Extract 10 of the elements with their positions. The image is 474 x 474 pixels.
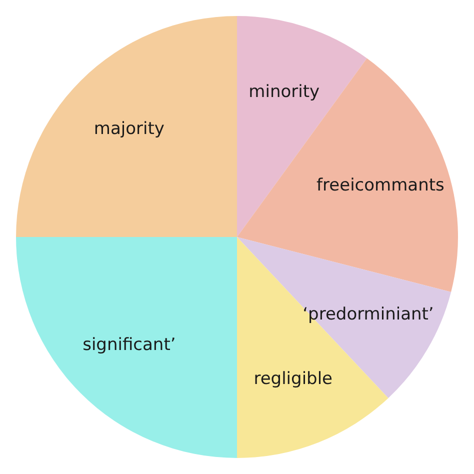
slice-label: freeicommants (316, 175, 445, 196)
slice-label: minority (248, 82, 320, 102)
pie-slice (237, 58, 458, 292)
pie-slice (16, 16, 237, 237)
slice-label: regligible (254, 368, 333, 389)
slice-label: ‘predorminiant’ (302, 304, 434, 325)
pie-slice (237, 237, 452, 398)
slice-label: majority (94, 119, 164, 140)
pie-slice (16, 237, 237, 458)
slice-label: significant’ (82, 334, 176, 355)
